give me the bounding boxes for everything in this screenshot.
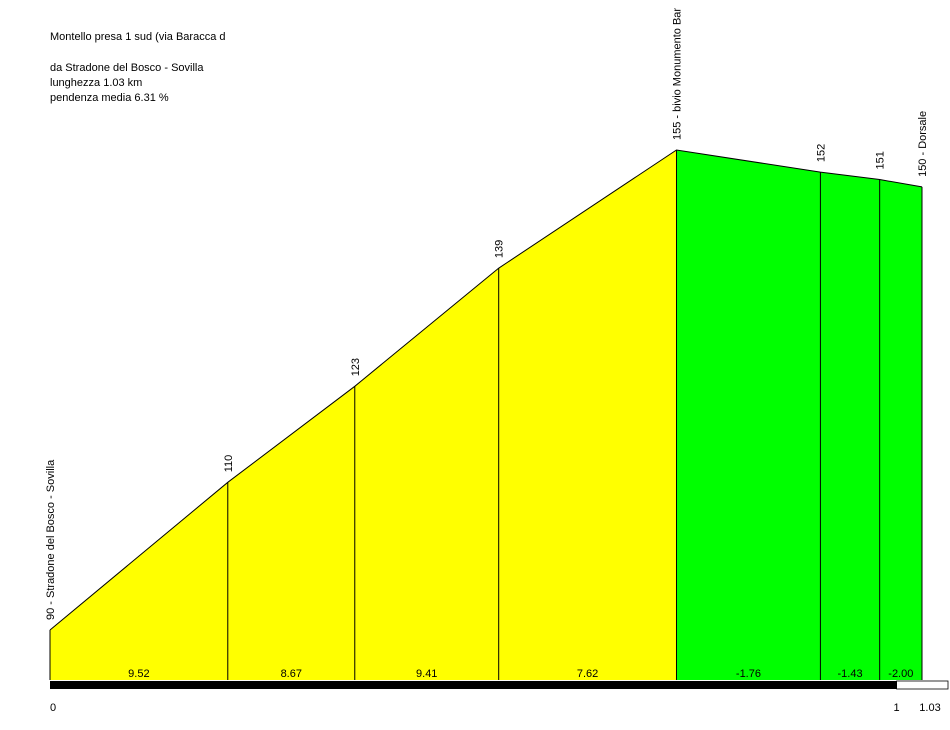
gradient-label: 8.67 (281, 668, 302, 680)
distance-bar (50, 681, 897, 689)
segment (354, 268, 499, 680)
segment (498, 150, 677, 680)
point-label: 90 - Stradone del Bosco - Sovilla (45, 459, 57, 620)
chart-title: Montello presa 1 sud (via Baracca d (50, 31, 225, 43)
gradient-label: -1.43 (837, 668, 862, 680)
point-label: 139 (494, 240, 506, 258)
point-label: 150 - Dorsale (917, 111, 929, 177)
segment (676, 150, 821, 680)
x-tick-label: 0 (50, 702, 56, 714)
segment (227, 386, 355, 680)
distance-bar-rest (896, 680, 949, 690)
info-line: da Stradone del Bosco - Sovilla (50, 62, 204, 74)
gradient-label: 7.62 (577, 668, 598, 680)
segment (820, 172, 880, 680)
point-label: 110 (223, 455, 235, 473)
point-label: 155 - bivio Monumento Bar (671, 8, 683, 140)
gradient-label: 9.52 (128, 668, 149, 680)
profile-line (49, 149, 923, 631)
point-label: 123 (350, 358, 362, 376)
info-line: pendenza media 6.31 % (50, 92, 169, 104)
point-label: 152 (815, 144, 827, 162)
point-label: 151 (875, 151, 887, 169)
info-line: lunghezza 1.03 km (50, 77, 142, 89)
gradient-label: 9.41 (416, 668, 437, 680)
x-tick-label: 1 (894, 702, 900, 714)
gradient-label: -2.00 (888, 668, 913, 680)
segment (50, 482, 228, 680)
gradient-label: -1.76 (736, 668, 761, 680)
segment (879, 179, 922, 681)
x-tick-label: 1.03 (919, 702, 940, 714)
